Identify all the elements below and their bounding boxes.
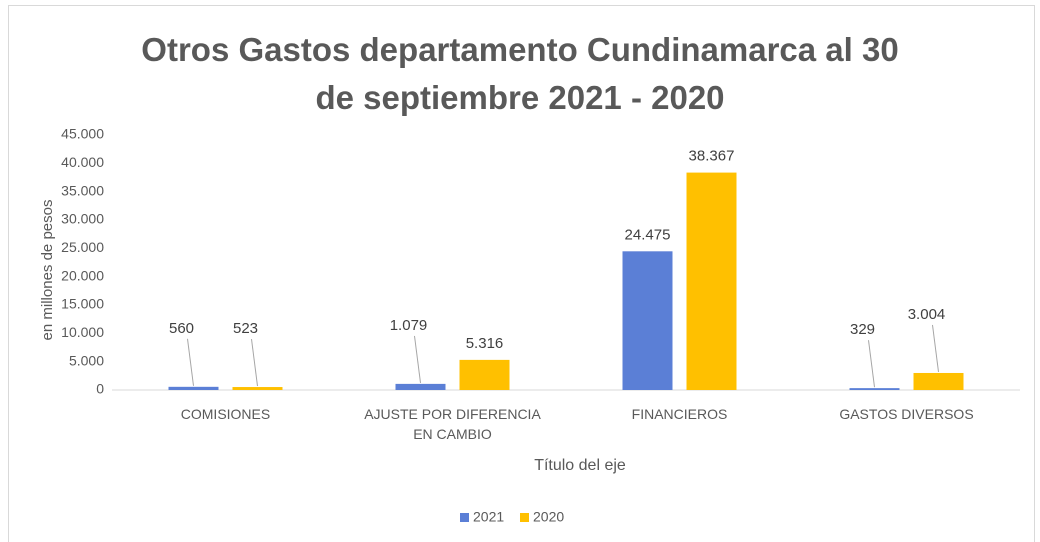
bar (622, 251, 673, 390)
y-tick-label: 10.000 (61, 324, 104, 340)
bar (686, 172, 737, 390)
bar (168, 386, 219, 390)
legend-swatch (520, 513, 529, 522)
data-label: 1.079 (390, 317, 428, 334)
leader-line (187, 338, 194, 386)
data-label: 560 (169, 320, 194, 337)
y-tick-label: 30.000 (61, 211, 104, 227)
leader-line (932, 324, 939, 373)
chart-frame (8, 5, 1035, 542)
legend-label: 2021 (473, 509, 504, 525)
data-label: 329 (850, 321, 875, 338)
data-label: 3.004 (908, 306, 946, 323)
y-tick-label: 20.000 (61, 267, 104, 283)
x-tick-label: COMISIONES (180, 406, 271, 422)
x-axis-title: Título del eje (534, 457, 626, 474)
bar (395, 383, 446, 390)
y-tick-label: 15.000 (61, 296, 104, 312)
leader-line (251, 338, 258, 387)
data-label: 24.475 (625, 226, 671, 243)
y-tick-label: 5.000 (69, 352, 104, 368)
legend-label: 2020 (533, 509, 564, 525)
data-label: 5.316 (466, 335, 504, 352)
bar (459, 359, 510, 390)
y-tick-label: 40.000 (61, 154, 104, 170)
leader-line (414, 335, 421, 383)
x-tick-label: FINANCIEROS (631, 406, 728, 422)
leader-line (868, 340, 875, 388)
x-tick-label: GASTOS DIVERSOS (839, 406, 974, 422)
y-tick-label: 25.000 (61, 239, 104, 255)
x-tick-label: AJUSTE POR DIFERENCIA EN CAMBIO (364, 406, 541, 442)
bar (913, 372, 964, 390)
y-tick-label: 35.000 (61, 182, 104, 198)
chart-title: Otros Gastos departamento Cundinamarca a… (141, 31, 899, 116)
y-tick-label: 0 (96, 381, 104, 397)
data-label: 38.367 (689, 148, 735, 165)
y-tick-label: 45.000 (61, 126, 104, 142)
bar (849, 388, 900, 390)
legend-swatch (460, 513, 469, 522)
y-axis-title: en millones de pesos (39, 200, 56, 341)
data-label: 523 (233, 320, 258, 337)
bar (232, 387, 283, 390)
